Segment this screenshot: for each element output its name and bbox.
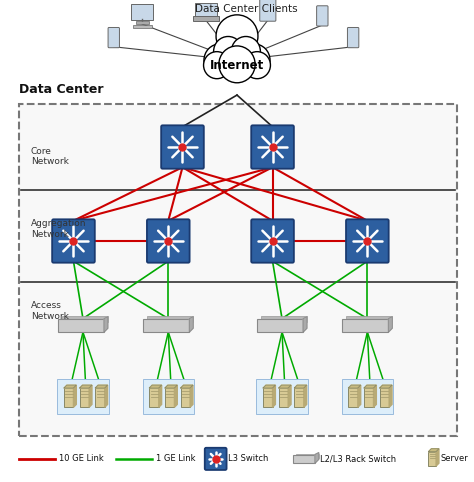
Polygon shape bbox=[303, 317, 307, 332]
FancyBboxPatch shape bbox=[19, 104, 457, 436]
FancyBboxPatch shape bbox=[364, 388, 374, 407]
FancyBboxPatch shape bbox=[62, 316, 108, 322]
Polygon shape bbox=[288, 385, 291, 407]
Circle shape bbox=[216, 15, 258, 57]
FancyBboxPatch shape bbox=[108, 27, 119, 48]
Polygon shape bbox=[174, 385, 177, 407]
Polygon shape bbox=[105, 385, 108, 407]
Polygon shape bbox=[165, 385, 177, 388]
FancyBboxPatch shape bbox=[251, 219, 294, 263]
Polygon shape bbox=[189, 317, 193, 332]
Polygon shape bbox=[436, 449, 439, 466]
Text: Data Center Clients: Data Center Clients bbox=[195, 4, 298, 13]
Polygon shape bbox=[380, 385, 392, 388]
Text: 1 GE Link: 1 GE Link bbox=[156, 455, 196, 463]
Text: L3 Switch: L3 Switch bbox=[228, 455, 268, 463]
Polygon shape bbox=[64, 385, 76, 388]
FancyBboxPatch shape bbox=[161, 125, 204, 169]
FancyBboxPatch shape bbox=[261, 316, 307, 322]
FancyBboxPatch shape bbox=[193, 16, 219, 21]
Polygon shape bbox=[104, 317, 108, 332]
Text: L2/L3 Rack Switch: L2/L3 Rack Switch bbox=[320, 455, 396, 463]
FancyBboxPatch shape bbox=[58, 319, 104, 332]
FancyBboxPatch shape bbox=[348, 388, 358, 407]
FancyBboxPatch shape bbox=[347, 27, 359, 48]
Polygon shape bbox=[159, 385, 162, 407]
FancyBboxPatch shape bbox=[95, 388, 105, 407]
Polygon shape bbox=[294, 385, 307, 388]
Polygon shape bbox=[149, 385, 162, 388]
Circle shape bbox=[244, 52, 271, 79]
Polygon shape bbox=[190, 385, 193, 407]
Circle shape bbox=[219, 46, 255, 83]
Polygon shape bbox=[263, 385, 275, 388]
FancyBboxPatch shape bbox=[342, 379, 393, 414]
FancyBboxPatch shape bbox=[147, 316, 193, 322]
Circle shape bbox=[214, 37, 243, 66]
Text: Core
Network: Core Network bbox=[31, 147, 69, 166]
Polygon shape bbox=[348, 385, 361, 388]
FancyBboxPatch shape bbox=[165, 388, 174, 407]
Polygon shape bbox=[364, 385, 376, 388]
Polygon shape bbox=[89, 385, 92, 407]
Circle shape bbox=[204, 44, 236, 77]
Polygon shape bbox=[279, 385, 291, 388]
FancyBboxPatch shape bbox=[297, 454, 319, 458]
FancyBboxPatch shape bbox=[143, 379, 194, 414]
Polygon shape bbox=[80, 385, 92, 388]
FancyBboxPatch shape bbox=[380, 388, 389, 407]
FancyBboxPatch shape bbox=[428, 452, 436, 466]
Polygon shape bbox=[315, 453, 319, 463]
FancyBboxPatch shape bbox=[205, 448, 227, 470]
Circle shape bbox=[238, 44, 270, 77]
FancyBboxPatch shape bbox=[294, 388, 304, 407]
Text: Access
Network: Access Network bbox=[31, 301, 69, 321]
FancyBboxPatch shape bbox=[195, 3, 217, 18]
Polygon shape bbox=[388, 317, 392, 332]
Polygon shape bbox=[358, 385, 361, 407]
Text: Aggregation
Network: Aggregation Network bbox=[31, 219, 86, 239]
Polygon shape bbox=[273, 385, 275, 407]
FancyBboxPatch shape bbox=[52, 219, 95, 263]
FancyBboxPatch shape bbox=[346, 219, 389, 263]
FancyBboxPatch shape bbox=[317, 6, 328, 26]
FancyBboxPatch shape bbox=[342, 319, 388, 332]
FancyBboxPatch shape bbox=[260, 0, 276, 21]
Text: Internet: Internet bbox=[210, 59, 264, 71]
Polygon shape bbox=[73, 385, 76, 407]
Polygon shape bbox=[374, 385, 376, 407]
FancyBboxPatch shape bbox=[293, 455, 315, 463]
FancyBboxPatch shape bbox=[181, 388, 190, 407]
Text: Server: Server bbox=[441, 455, 469, 463]
FancyBboxPatch shape bbox=[143, 319, 189, 332]
FancyBboxPatch shape bbox=[346, 316, 392, 322]
FancyBboxPatch shape bbox=[131, 4, 153, 20]
FancyBboxPatch shape bbox=[80, 388, 89, 407]
FancyBboxPatch shape bbox=[251, 125, 294, 169]
FancyBboxPatch shape bbox=[263, 388, 273, 407]
FancyBboxPatch shape bbox=[57, 379, 109, 414]
FancyBboxPatch shape bbox=[133, 25, 152, 28]
Circle shape bbox=[231, 37, 260, 66]
FancyBboxPatch shape bbox=[136, 21, 149, 24]
Polygon shape bbox=[428, 449, 439, 452]
FancyBboxPatch shape bbox=[147, 219, 190, 263]
FancyBboxPatch shape bbox=[64, 388, 73, 407]
Polygon shape bbox=[304, 385, 307, 407]
Text: Data Center: Data Center bbox=[19, 83, 103, 96]
Polygon shape bbox=[181, 385, 193, 388]
FancyBboxPatch shape bbox=[257, 319, 303, 332]
Polygon shape bbox=[389, 385, 392, 407]
FancyBboxPatch shape bbox=[149, 388, 159, 407]
FancyBboxPatch shape bbox=[279, 388, 288, 407]
FancyBboxPatch shape bbox=[256, 379, 308, 414]
Text: 10 GE Link: 10 GE Link bbox=[59, 455, 104, 463]
Polygon shape bbox=[95, 385, 108, 388]
Circle shape bbox=[203, 52, 230, 79]
